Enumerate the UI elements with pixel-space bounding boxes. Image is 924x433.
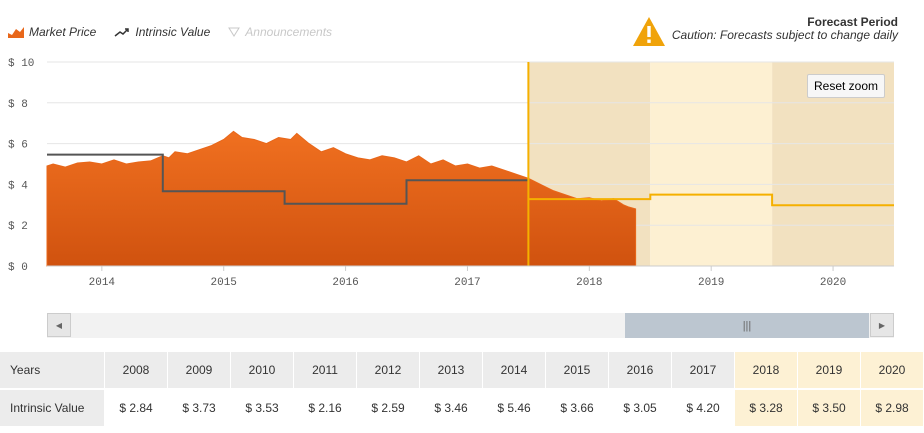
year-cell: 2010 xyxy=(231,352,294,390)
area-chart-icon xyxy=(8,26,24,38)
chart-legend: Market Price Intrinsic Value Announcemen… xyxy=(8,25,332,39)
arrow-right-icon: ▶ xyxy=(878,320,886,330)
x-tick-label: 2020 xyxy=(820,277,846,289)
chart-scrollbar[interactable]: ◀ ||| ▶ xyxy=(47,313,894,338)
legend-market-price-label: Market Price xyxy=(29,25,97,39)
value-cell: $ 3.66 xyxy=(546,390,609,426)
value-cell: $ 2.16 xyxy=(294,390,357,426)
value-cell: $ 3.28 xyxy=(735,390,798,426)
x-tick-label: 2016 xyxy=(332,277,358,289)
year-cell: 2014 xyxy=(483,352,546,390)
legend-intrinsic-value[interactable]: Intrinsic Value xyxy=(114,25,210,39)
x-tick-label: 2014 xyxy=(89,277,116,289)
intrinsic-value-line xyxy=(47,153,529,205)
intrinsic-value-forecast-line xyxy=(528,193,894,207)
y-tick-label: $ 10 xyxy=(8,58,34,70)
value-cell: $ 2.59 xyxy=(357,390,420,426)
x-tick-label: 2015 xyxy=(211,277,237,289)
scroll-right-button[interactable]: ▶ xyxy=(870,313,894,337)
legend-intrinsic-value-label: Intrinsic Value xyxy=(135,25,211,39)
y-tick-label: $ 2 xyxy=(8,221,28,233)
y-tick-label: $ 6 xyxy=(8,140,28,152)
years-label: Years xyxy=(0,352,105,390)
x-tick-label: 2019 xyxy=(698,277,724,289)
value-cell: $ 3.50 xyxy=(798,390,861,426)
warning-icon xyxy=(632,16,666,52)
year-cell: 2011 xyxy=(294,352,357,390)
year-cell: 2016 xyxy=(609,352,672,390)
value-cell: $ 4.20 xyxy=(672,390,735,426)
y-tick-label: $ 0 xyxy=(8,262,28,274)
legend-announcements[interactable]: Announcements xyxy=(228,25,332,39)
x-tick-label: 2017 xyxy=(454,277,480,289)
value-cell: $ 3.53 xyxy=(231,390,294,426)
scrollbar-thumb[interactable]: ||| xyxy=(625,313,869,338)
year-cell: 2018 xyxy=(735,352,798,390)
forecast-caution: Caution: Forecasts subject to change dai… xyxy=(671,28,898,42)
value-cell: $ 3.05 xyxy=(609,390,672,426)
intrinsic-value-table: Years 2008 2009 2010 2011 2012 2013 2014 2015 20… xyxy=(0,352,924,426)
line-chart-icon xyxy=(114,26,130,38)
value-cell: $ 2.84 xyxy=(105,390,168,426)
y-tick-label: $ 8 xyxy=(8,99,28,111)
years-row: Years 2008 2009 2010 2011 2012 2013 2014 2015 20… xyxy=(0,352,924,390)
arrow-left-icon: ◀ xyxy=(55,320,63,330)
year-cell: 2013 xyxy=(420,352,483,390)
year-cell: 2017 xyxy=(672,352,735,390)
year-cell: 2020 xyxy=(861,352,924,390)
year-cell: 2019 xyxy=(798,352,861,390)
x-tick-label: 2018 xyxy=(576,277,602,289)
y-tick-label: $ 4 xyxy=(8,180,28,192)
price-chart: $ 0 $ 2 $ 4 $ 6 $ 8 $ 10 2014 2015 2016 2017 2018 2… xyxy=(8,58,894,289)
forecast-band xyxy=(650,62,773,266)
scroll-left-button[interactable]: ◀ xyxy=(47,313,71,337)
legend-market-price[interactable]: Market Price xyxy=(8,25,96,39)
year-cell: 2009 xyxy=(168,352,231,390)
forecast-title: Forecast Period xyxy=(807,15,898,29)
legend-announcements-label: Announcements xyxy=(245,25,333,39)
value-cell: $ 5.46 xyxy=(483,390,546,426)
triangle-down-icon xyxy=(228,26,241,38)
intrinsic-value-label: Intrinsic Value xyxy=(0,390,105,426)
intrinsic-value-row: Intrinsic Value $ 2.84 $ 3.73 $ 3.53 $ 2.16… xyxy=(0,390,924,426)
forecast-notice: Forecast Period Caution: Forecasts subje… xyxy=(672,16,898,42)
value-cell: $ 2.98 xyxy=(861,390,924,426)
year-cell: 2008 xyxy=(105,352,168,390)
value-cell: $ 3.73 xyxy=(168,390,231,426)
value-cell: $ 3.46 xyxy=(420,390,483,426)
year-cell: 2015 xyxy=(546,352,609,390)
year-cell: 2012 xyxy=(357,352,420,390)
reset-zoom-button[interactable]: Reset zoom xyxy=(807,74,885,98)
market-price-area xyxy=(46,130,637,267)
grip-icon: ||| xyxy=(742,319,752,332)
